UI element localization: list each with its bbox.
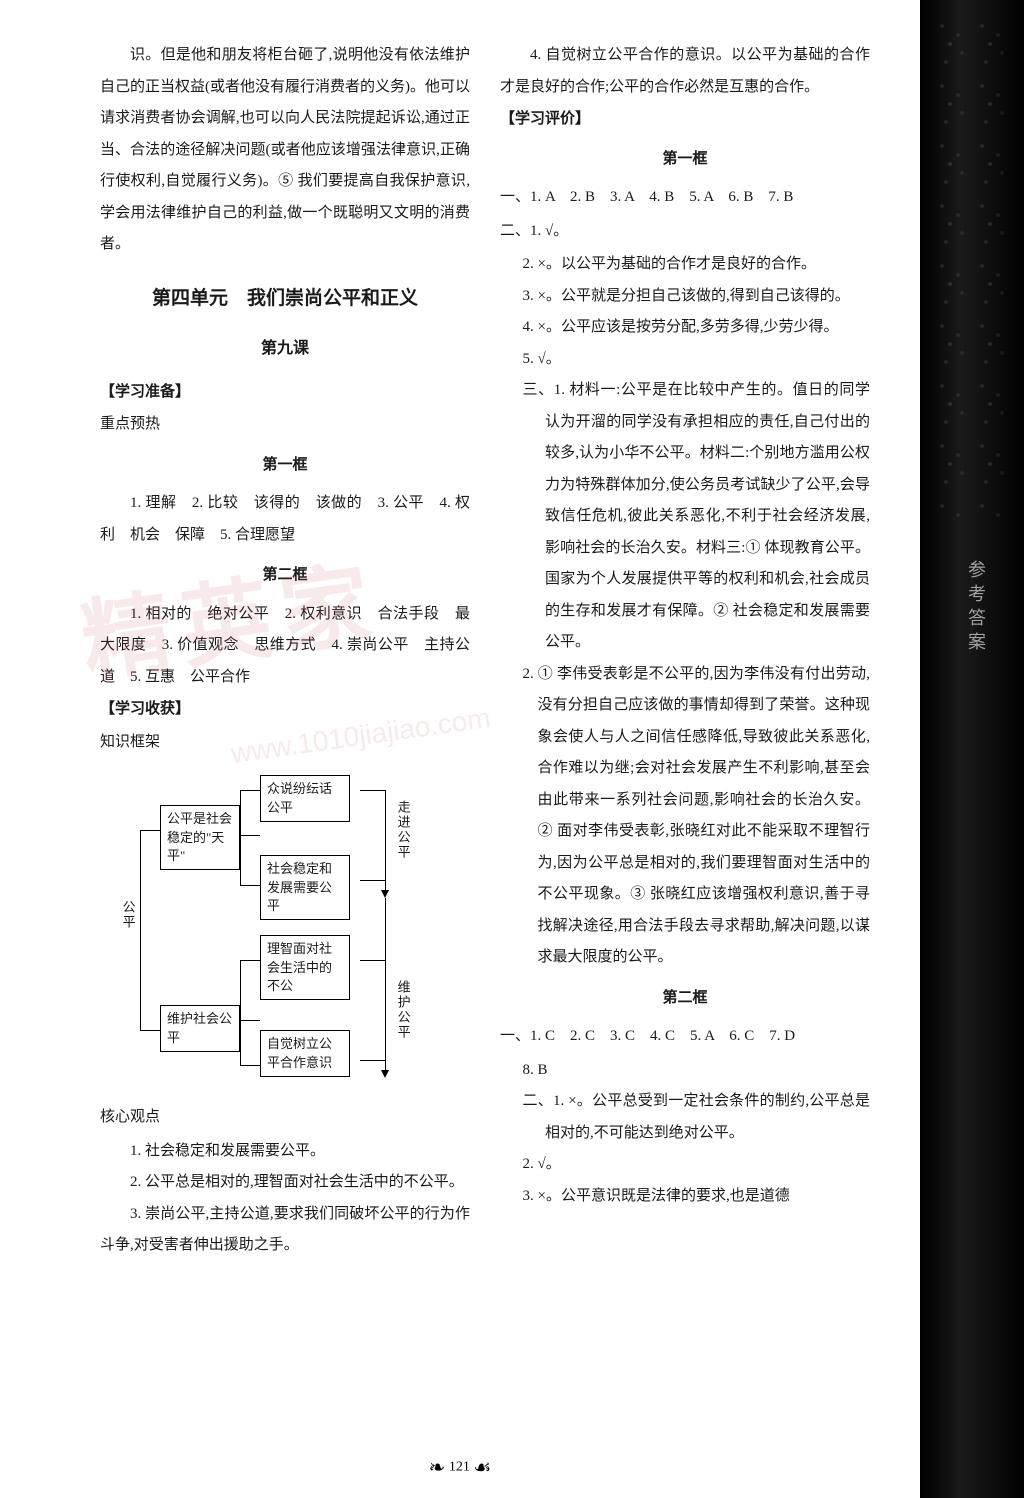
f1-q2b: 2. ×。以公平为基础的合作才是良好的合作。 — [500, 249, 870, 281]
f1-q3a: 三、1. 材料一:公平是在比较中产生的。值日的同学认为开溜的同学没有承担相应的责… — [500, 375, 870, 659]
diagram-right2: 维护公平 — [395, 980, 411, 1040]
f2-q1b: 8. B — [500, 1055, 870, 1087]
gain-sub: 知识框架 — [100, 727, 470, 759]
f2-q2a: 二、1. ×。公平总受到一定社会条件的制约,公平总是相对的,不可能达到绝对公平。 — [500, 1086, 870, 1149]
top-para: 4. 自觉树立公平合作的意识。以公平为基础的合作才是良好的合作;公平的合作必然是… — [500, 40, 870, 103]
frame1-title: 第一框 — [100, 449, 470, 481]
prep-label: 【学习准备】 — [100, 376, 470, 408]
sidebar-dots-decoration — [934, 20, 1014, 520]
gain-label: 【学习收获】 — [100, 693, 470, 725]
diagram-b2: 维护社会公平 — [160, 1005, 240, 1051]
frame1-text: 1. 理解 2. 比较 该得的 该做的 3. 公平 4. 权利 机会 保障 5.… — [100, 488, 470, 551]
diagram-c1: 众说纷纭话公平 — [260, 775, 350, 821]
page-container: 精英家 www.1010jiajiao.com 识。但是他和朋友将柜台砸了,说明… — [0, 0, 920, 1498]
diagram-root: 公平 — [120, 900, 136, 930]
arrow-icon — [381, 890, 389, 898]
f2-q2c: 3. ×。公平意识既是法律的要求,也是道德 — [500, 1181, 870, 1213]
knowledge-diagram: 公平 公平是社会稳定的"天平" 维护社会公平 众说纷纭话 — [120, 770, 470, 1090]
core-1: 1. 社会稳定和发展需要公平。 — [100, 1136, 470, 1168]
f2-q1a: 一、1. C 2. C 3. C 4. C 5. A 6. C 7. D — [500, 1021, 870, 1053]
leaf-icon: ❧ — [429, 1455, 446, 1480]
left-column: 识。但是他和朋友将柜台砸了,说明他没有依法维护自己的正当权益(或者他没有履行消费… — [100, 40, 470, 1262]
r-frame1-title: 第一框 — [500, 143, 870, 175]
diagram-b1: 公平是社会稳定的"天平" — [160, 805, 240, 870]
sidebar-label: 参考答案 — [963, 560, 989, 656]
sidebar-strip: 参考答案 — [920, 0, 1024, 1498]
f1-q2a: 二、1. √。 — [500, 216, 870, 248]
unit-title: 第四单元 我们崇尚公平和正义 — [100, 279, 470, 319]
content-columns: 识。但是他和朋友将柜台砸了,说明他没有依法维护自己的正当权益(或者他没有履行消费… — [100, 40, 870, 1262]
page-number: 121 — [449, 1460, 470, 1475]
diagram-right1: 走进公平 — [395, 800, 411, 860]
intro-paragraph: 识。但是他和朋友将柜台砸了,说明他没有依法维护自己的正当权益(或者他没有履行消费… — [100, 40, 470, 261]
f1-q2d: 4. ×。公平应该是按劳分配,多劳多得,少劳少得。 — [500, 312, 870, 344]
diagram-c4: 自觉树立公平合作意识 — [260, 1030, 350, 1076]
arrow-icon — [381, 1070, 389, 1078]
f2-q2b: 2. √。 — [500, 1149, 870, 1181]
page-footer: ❧ 121 ☙ — [0, 1455, 920, 1480]
diagram-c2: 社会稳定和发展需要公平 — [260, 855, 350, 920]
leaf-icon: ☙ — [473, 1455, 491, 1480]
r-frame2-title: 第二框 — [500, 982, 870, 1014]
core-label: 核心观点 — [100, 1102, 470, 1134]
f1-q1: 一、1. A 2. B 3. A 4. B 5. A 6. B 7. B — [500, 182, 870, 214]
prep-sub: 重点预热 — [100, 409, 470, 441]
core-3: 3. 崇尚公平,主持公道,要求我们同破坏公平的行为作斗争,对受害者伸出援助之手。 — [100, 1199, 470, 1262]
lesson-title: 第九课 — [100, 332, 470, 366]
frame2-text: 1. 相对的 绝对公平 2. 权利意识 合法手段 最大限度 3. 价值观念 思维… — [100, 599, 470, 694]
diagram-c3: 理智面对社会生活中的不公 — [260, 935, 350, 1000]
f1-q3b: 2. ① 李伟受表彰是不公平的,因为李伟没有付出劳动,没有分担自己应该做的事情却… — [500, 659, 870, 974]
right-column: 4. 自觉树立公平合作的意识。以公平为基础的合作才是良好的合作;公平的合作必然是… — [500, 40, 870, 1262]
f1-q2e: 5. √。 — [500, 344, 870, 376]
f1-q2c: 3. ×。公平就是分担自己该做的,得到自己该得的。 — [500, 281, 870, 313]
eval-label: 【学习评价】 — [500, 103, 870, 135]
frame2-title: 第二框 — [100, 559, 470, 591]
core-2: 2. 公平总是相对的,理智面对社会生活中的不公平。 — [100, 1167, 470, 1199]
